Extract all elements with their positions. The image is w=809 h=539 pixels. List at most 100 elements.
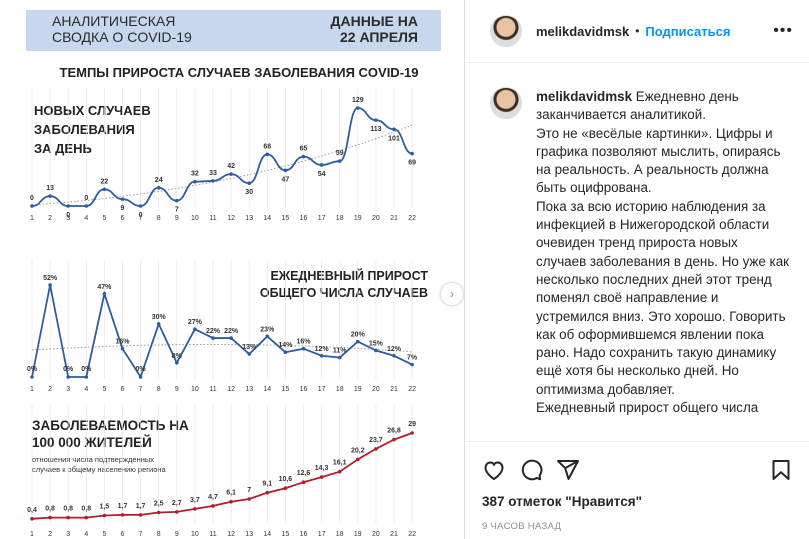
data-point [84,515,89,520]
x-tick-label: 17 [318,386,326,393]
data-label: 20% [351,332,366,339]
data-point [301,346,306,351]
data-label: 13 [46,185,54,192]
header-title: СВОДКА О COVID-19 [52,29,192,45]
x-tick-label: 16 [300,215,308,222]
data-label: 68 [263,143,271,150]
data-point [30,204,34,208]
caption-username[interactable]: melikdavidmsk [536,89,633,104]
x-tick-label: 9 [175,215,179,222]
data-point [283,350,288,355]
follow-button[interactable]: Подписаться [645,23,731,39]
x-tick-label: 20 [372,215,380,222]
data-point [138,204,143,208]
data-label: 65 [300,146,308,153]
x-tick-label: 22 [408,531,416,538]
post-image[interactable]: АНАЛИТИЧЕСКАЯ СВОДКА О COVID-19 ДАННЫЕ НА 2… [0,0,465,539]
data-label: 0 [84,195,88,202]
caption-avatar[interactable] [490,87,522,119]
chart3-title: ЗАБОЛЕВАЕМОСТЬ НА [32,418,189,433]
data-point [84,204,89,208]
data-point [319,163,324,167]
data-point [66,204,70,208]
x-tick-label: 12 [227,531,235,538]
x-tick-label: 14 [263,215,271,222]
x-tick-label: 5 [102,531,106,538]
data-point [102,513,107,518]
data-point [337,469,342,474]
username[interactable]: melikdavidmsk [536,23,630,39]
x-tick-label: 2 [48,215,52,222]
data-label: 20,2 [351,447,365,454]
x-tick-label: 2 [48,386,52,393]
chevron-right-icon: › [450,287,454,301]
data-label: 12% [315,346,330,353]
data-point [374,447,378,451]
data-point [392,437,396,442]
x-tick-label: 14 [263,386,271,393]
likes-count[interactable]: 387 отметок "Нравится" [482,494,643,509]
data-point [247,352,251,356]
x-tick-label: 11 [209,215,216,222]
data-label: 7 [247,487,251,494]
chart1-title: ЗАБОЛЕВАНИЯ [34,122,135,137]
data-label: 14,3 [315,465,329,472]
x-tick-label: 19 [354,531,362,538]
heart-icon[interactable] [482,458,506,482]
data-label: 0 [139,212,143,219]
data-label: 10,6 [279,476,293,483]
data-label: 1,5 [100,504,110,511]
timestamp[interactable]: 9 часов назад [482,521,562,532]
x-tick-label: 15 [282,386,290,393]
bookmark-icon[interactable] [769,458,793,482]
data-point [175,510,179,514]
x-tick-label: 11 [209,531,216,538]
data-point [392,353,396,358]
x-tick-label: 15 [282,215,290,222]
chart2-title: ЕЖЕДНЕВНЫЙ ПРИРОСТ [270,268,428,283]
data-label: 22 [101,178,109,185]
data-point [374,348,378,353]
x-tick-label: 19 [354,386,362,393]
data-label: 2,7 [172,500,182,507]
header-date: ДАННЫЕ НА [331,13,418,29]
data-label: 59 [336,150,344,157]
data-label: 22% [224,328,239,335]
data-point [319,353,324,358]
x-tick-label: 18 [336,531,344,538]
data-label: 47 [282,176,290,183]
comment-icon[interactable] [519,458,543,482]
data-point [356,457,360,462]
avatar[interactable] [490,15,522,47]
x-tick-label: 9 [175,531,179,538]
data-point [48,515,52,520]
data-point [120,346,125,351]
data-label: 0,8 [45,506,55,513]
data-label: 9,1 [262,481,272,488]
share-icon[interactable] [556,458,580,482]
data-point [48,194,52,198]
more-options-icon[interactable]: ••• [773,22,793,39]
x-tick-label: 15 [282,531,290,538]
data-label: 0% [81,366,92,373]
series-line [31,432,413,520]
data-point [283,168,288,173]
x-tick-label: 16 [300,531,308,538]
data-point [120,197,125,201]
data-point [374,118,378,122]
data-point [247,181,251,186]
x-tick-label: 22 [408,215,416,222]
data-point [211,504,215,508]
chart3-title: 100 000 ЖИТЕЛЕЙ [32,435,152,450]
data-point [102,187,107,192]
main-title: ТЕМПЫ ПРИРОСТА СЛУЧАЕВ ЗАБОЛЕВАНИЯ COVID… [60,65,419,80]
data-point [193,507,197,511]
header-date: 22 АПРЕЛЯ [340,29,418,45]
data-label: 0,8 [63,506,73,513]
carousel-next-button[interactable]: › [441,283,463,305]
x-tick-label: 4 [84,531,88,538]
data-label: 47% [97,284,112,291]
chart1-title: НОВЫХ СЛУЧАЕВ [34,103,151,118]
data-point [392,127,396,132]
data-point [247,497,251,501]
